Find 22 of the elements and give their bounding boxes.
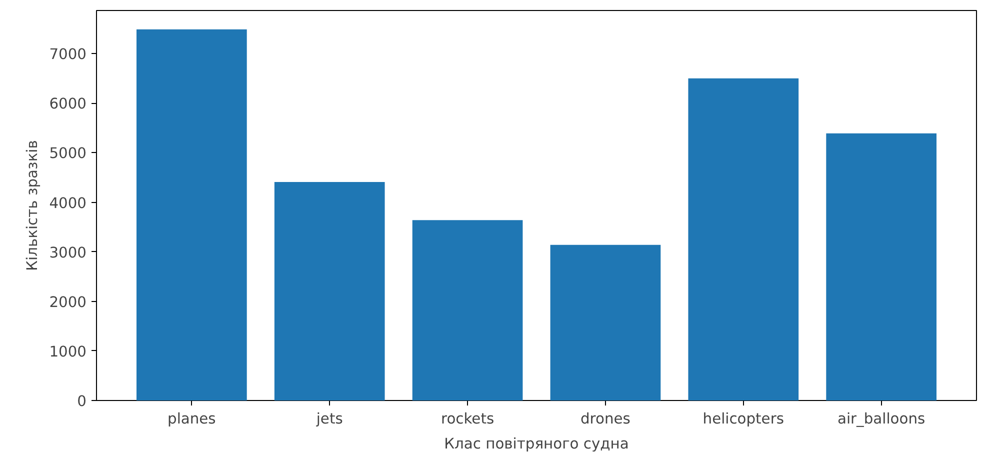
bar — [550, 244, 661, 400]
y-tick-label: 1000 — [49, 343, 87, 360]
x-tick-label: jets — [315, 410, 343, 428]
y-axis-title: Кількість зразків — [24, 140, 42, 271]
y-tick-label: 7000 — [49, 46, 87, 64]
x-tick-label: helicopters — [702, 410, 784, 428]
bar — [274, 182, 385, 400]
y-tick-label: 3000 — [49, 244, 87, 262]
x-tick-label: drones — [580, 410, 630, 428]
y-tick-label: 5000 — [49, 145, 87, 162]
y-tick-label: 2000 — [49, 294, 87, 311]
bar — [688, 78, 799, 400]
y-tick-label: 6000 — [49, 96, 87, 113]
y-tick-label: 4000 — [49, 194, 87, 212]
x-tick-label: air_balloons — [837, 410, 926, 428]
bar — [136, 29, 247, 400]
bar — [826, 133, 936, 400]
x-axis-title: Клас повітряного судна — [444, 436, 629, 452]
bar — [412, 220, 523, 400]
x-tick-label: rockets — [440, 410, 494, 428]
y-tick-label: 0 — [77, 393, 87, 410]
x-tick-label: planes — [168, 410, 216, 428]
